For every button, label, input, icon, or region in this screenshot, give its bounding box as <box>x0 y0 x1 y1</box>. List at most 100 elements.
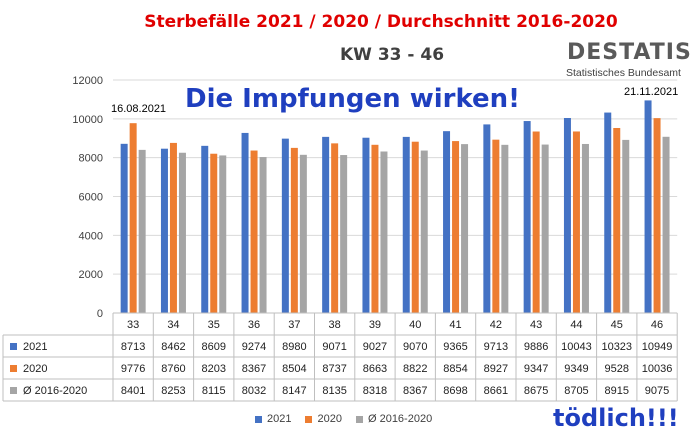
bar-2020-kw46 <box>653 118 661 313</box>
x-tick-label: 35 <box>208 319 220 331</box>
table-cell: 10036 <box>642 363 673 375</box>
table-cell: 8713 <box>121 341 145 353</box>
table-cell: 9070 <box>403 341 427 353</box>
legend-label-avg: Ø 2016-2020 <box>367 413 433 425</box>
x-tick-label: 38 <box>329 319 341 331</box>
table-cell: 8504 <box>282 363 306 375</box>
table-cell: 9776 <box>121 363 145 375</box>
bar-20162020-kw42 <box>501 144 509 313</box>
y-tick-label: 6000 <box>79 192 103 204</box>
bar-20162020-kw46 <box>662 136 670 313</box>
table-cell: 8854 <box>443 363 467 375</box>
table-cell: 9886 <box>524 341 548 353</box>
legend-item-2020: 2020 <box>305 413 342 425</box>
start-date-label: 16.08.2021 <box>111 103 167 115</box>
bar-20162020-kw34 <box>178 152 186 313</box>
bar-20162020-kw37 <box>299 154 307 313</box>
chart-title: Sterbefälle 2021 / 2020 / Durchschnitt 2… <box>0 12 692 32</box>
chart-subtitle: KW 33 - 46 <box>340 45 445 65</box>
y-tick-label: 4000 <box>79 230 103 242</box>
data-table: 33 34 35 36 37 38 39 40 41 42 43 44 45 46 2021 8713 8462… <box>2 312 678 402</box>
table-cell: 8147 <box>282 385 306 397</box>
table-cell: 8401 <box>121 385 145 397</box>
legend-swatch-2020 <box>305 415 313 423</box>
x-tick-label: 43 <box>530 319 542 331</box>
table-cell: 8737 <box>322 363 346 375</box>
y-tick-label: 12000 <box>72 75 103 87</box>
table-cell: 8115 <box>202 385 226 397</box>
table-cell: 9528 <box>605 363 629 375</box>
bar-20162020-kw41 <box>461 144 469 313</box>
chart-title-text: Sterbefälle 2021 / 2020 / Durchschnitt 2… <box>144 12 618 32</box>
table-cell: 8367 <box>403 385 427 397</box>
bar-2021-kw38 <box>322 136 330 313</box>
table-cell: 9274 <box>242 341 266 353</box>
bar-2021-kw40 <box>402 136 410 313</box>
bar-2020-kw39 <box>371 144 379 313</box>
table-cell: 8698 <box>443 385 467 397</box>
legend-label-2021: 2021 <box>267 413 292 425</box>
logo-brand: DESTATIS <box>567 40 692 65</box>
destatis-logo: DESTATIS Statistisches Bundesamt <box>563 40 691 85</box>
bar-2020-kw45 <box>613 127 621 313</box>
table-cell: 8462 <box>161 341 185 353</box>
x-tick-label: 40 <box>409 319 421 331</box>
footer-annotation: tödlich!!! <box>553 404 679 432</box>
bar-2021-kw44 <box>563 117 571 313</box>
table-cell: 9075 <box>645 385 669 397</box>
legend-label-2020: 2020 <box>317 413 342 425</box>
x-tick-label: 33 <box>127 319 139 331</box>
bar-2021-kw35 <box>201 145 209 313</box>
x-tick-label: 44 <box>570 319 582 331</box>
x-tick-label: 34 <box>167 319 179 331</box>
table-cell: 8609 <box>202 341 226 353</box>
table-legend-swatch <box>10 387 17 394</box>
table-cell: 8367 <box>242 363 266 375</box>
bar-20162020-kw43 <box>541 144 549 313</box>
table-cell: 8135 <box>322 385 346 397</box>
bar-2020-kw44 <box>572 131 580 313</box>
table-row-label: 2021 <box>23 341 47 353</box>
bar-2021-kw39 <box>362 137 370 313</box>
bar-2020-kw36 <box>250 150 258 313</box>
x-tick-label: 45 <box>611 319 623 331</box>
bar-2020-kw37 <box>290 147 298 313</box>
table-cell: 8915 <box>605 385 629 397</box>
bar-2020-kw41 <box>452 141 460 313</box>
table-cell: 8661 <box>484 385 508 397</box>
bar-20162020-kw40 <box>420 150 428 313</box>
bar-2021-kw36 <box>241 132 249 313</box>
bar-2020-kw34 <box>169 142 177 313</box>
y-tick-label: 8000 <box>79 153 103 165</box>
table-cell: 8032 <box>242 385 266 397</box>
table-cell: 8318 <box>363 385 387 397</box>
table-cell: 9347 <box>524 363 548 375</box>
table-cell: 8663 <box>363 363 387 375</box>
bar-2021-kw34 <box>160 148 168 313</box>
table-cell: 8705 <box>564 385 588 397</box>
end-date-label: 21.11.2021 <box>624 86 679 98</box>
y-axis-ticks: 0 2000 4000 6000 8000 10000 12000 <box>72 75 103 320</box>
table-cell: 9071 <box>322 341 346 353</box>
banner-annotation: Die Impfungen wirken! <box>185 84 521 114</box>
table-legend-swatch <box>10 343 17 350</box>
x-tick-label: 39 <box>369 319 381 331</box>
bar-20162020-kw38 <box>340 155 348 313</box>
table-cell: 8203 <box>202 363 226 375</box>
legend-swatch-avg <box>355 415 363 423</box>
bar-2020-kw38 <box>331 143 339 313</box>
bar-20162020-kw33 <box>138 149 146 313</box>
table-cell: 8675 <box>524 385 548 397</box>
bar-2021-kw45 <box>604 112 612 313</box>
table-cell: 9349 <box>564 363 588 375</box>
legend-item-avg: Ø 2016-2020 <box>355 413 433 425</box>
logo-subtitle: Statistisches Bundesamt <box>566 67 681 79</box>
y-tick-label: 2000 <box>79 269 103 281</box>
bar-20162020-kw39 <box>380 151 388 313</box>
bar-2020-kw40 <box>411 141 419 313</box>
table-cell: 8760 <box>161 363 185 375</box>
x-tick-label: 36 <box>248 319 260 331</box>
bar-20162020-kw36 <box>259 157 267 313</box>
table-row-label: Ø 2016-2020 <box>23 385 87 397</box>
